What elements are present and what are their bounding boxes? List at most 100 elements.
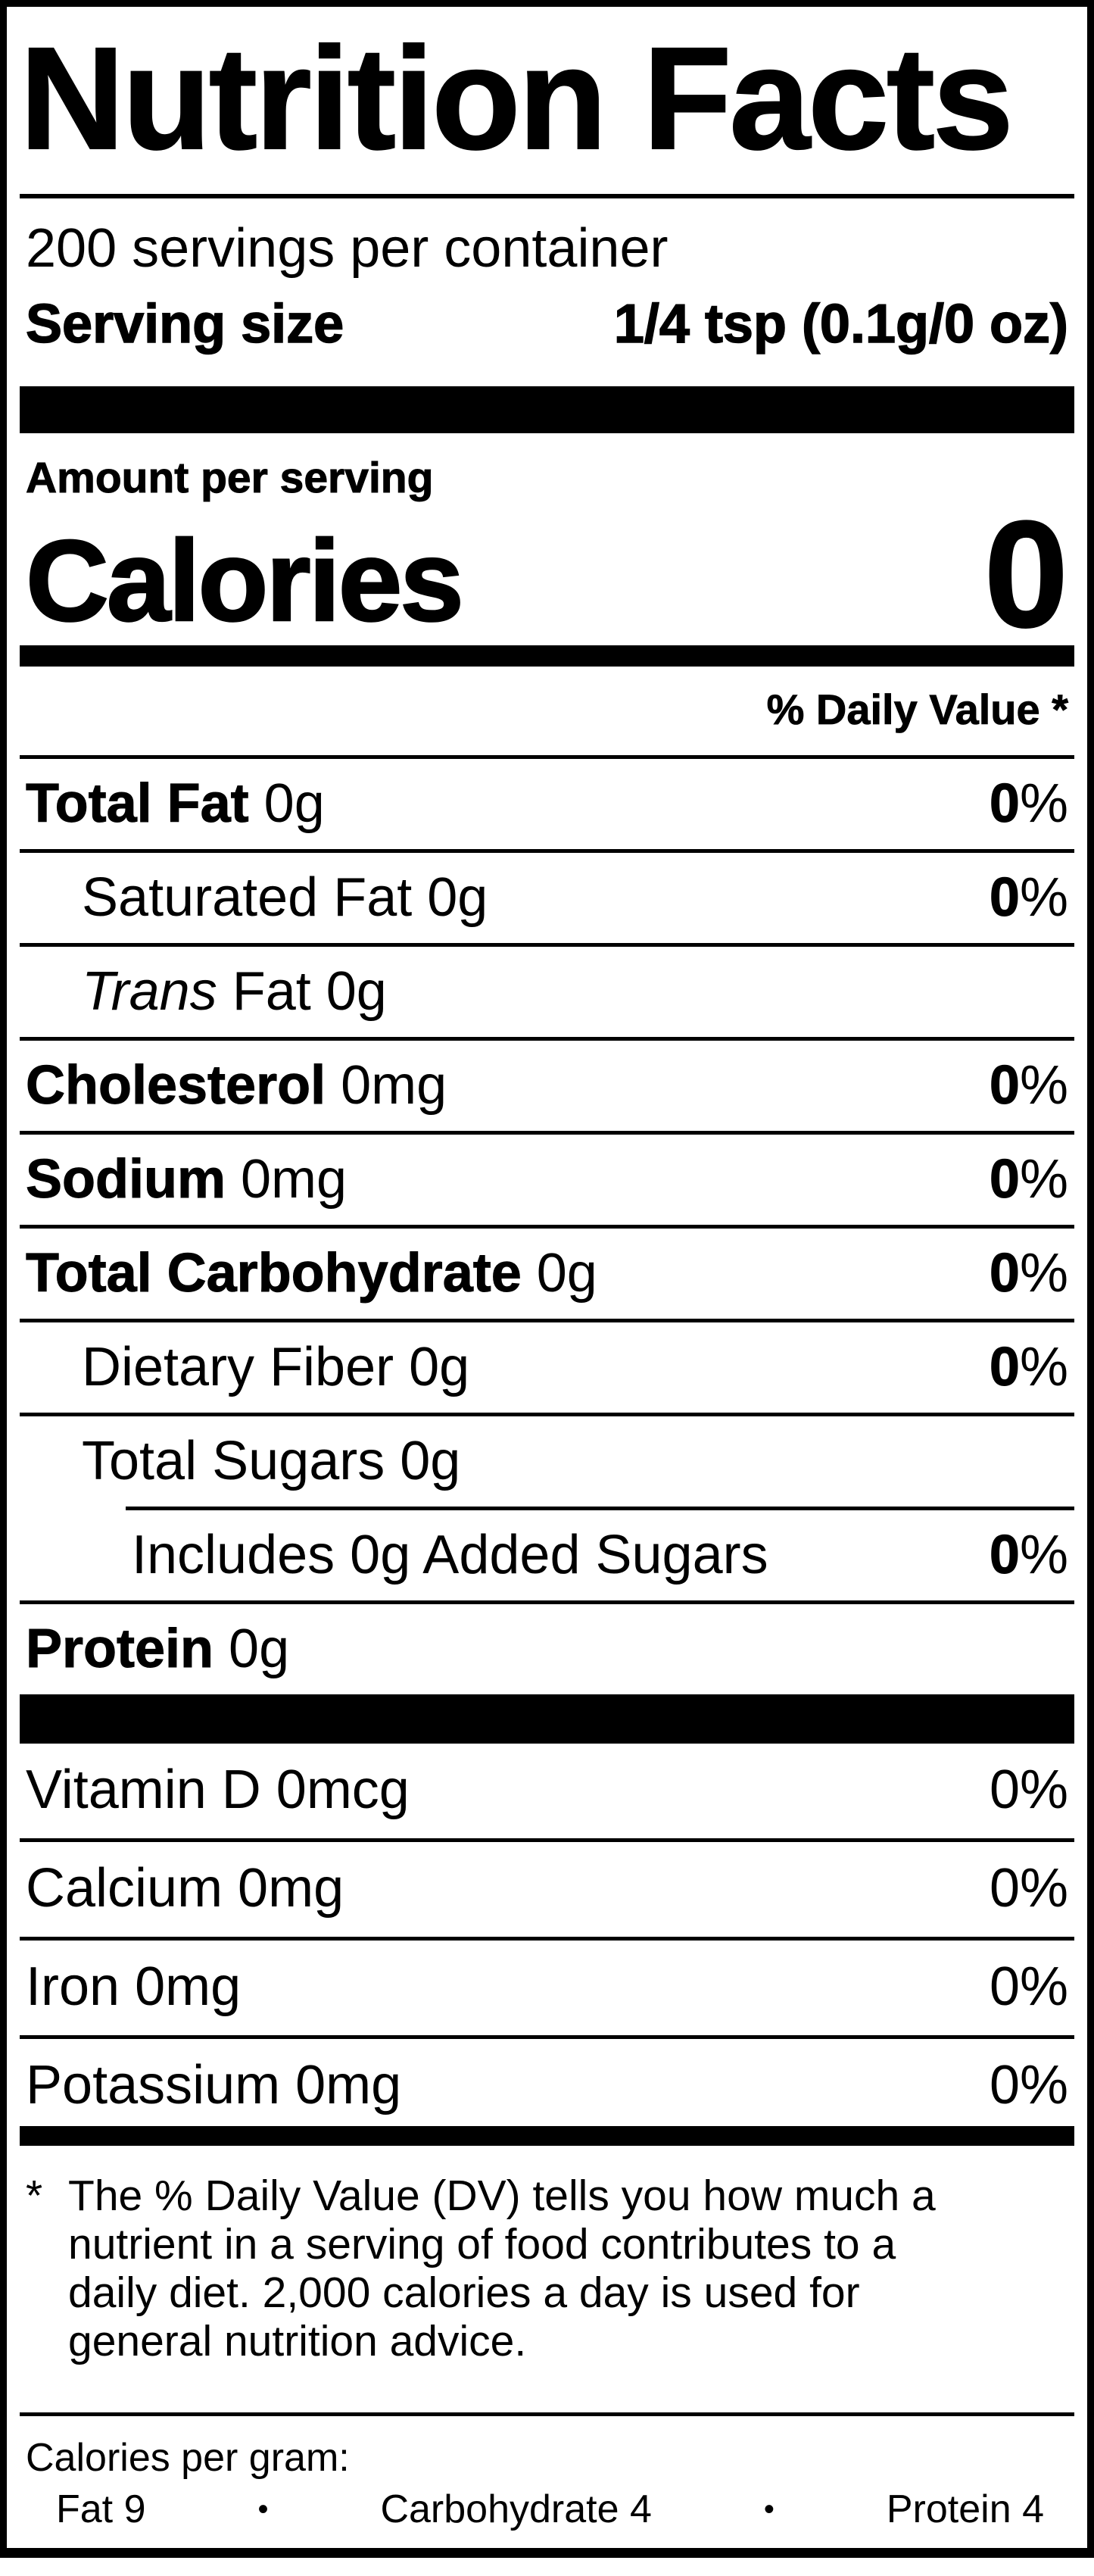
vitamin-name: Vitamin D 0mcg bbox=[26, 1759, 410, 1820]
servings-per-container: 200 servings per container bbox=[26, 218, 669, 279]
nutrient-row: Saturated Fat 0g 0% bbox=[20, 853, 1074, 947]
nutrient-name-bold: Total Carbohydrate bbox=[26, 1243, 522, 1304]
daily-value-number: 0 bbox=[989, 867, 1020, 928]
calories-per-gram-heading: Calories per gram: bbox=[26, 2436, 350, 2480]
section-bar-calories bbox=[20, 645, 1074, 667]
serving-size-value: 1/4 tsp (0.1g/0 oz) bbox=[613, 293, 1069, 355]
footnote-line: general nutrition advice. bbox=[68, 2317, 527, 2365]
vitamin-name: Calcium 0mg bbox=[26, 1858, 344, 1919]
nutrient-name: Total Sugars 0g bbox=[26, 1432, 460, 1491]
nutrient-rows: Total Fat 0g 0% Saturated Fat 0g 0% Tran… bbox=[20, 759, 1074, 1694]
nutrient-name: Total Fat 0g bbox=[26, 773, 325, 834]
nutrient-name-regular: 0g bbox=[214, 1619, 290, 1679]
daily-value-footnote: * The % Daily Value (DV) tells you how m… bbox=[20, 2146, 1074, 2365]
nutrient-name: Includes 0g Added Sugars bbox=[26, 1526, 768, 1585]
nutrient-name-regular: Saturated Fat 0g bbox=[82, 867, 488, 928]
nutrient-row: Protein 0g bbox=[20, 1604, 1074, 1694]
vitamin-name: Potassium 0mg bbox=[26, 2055, 402, 2115]
nutrient-name: Dietary Fiber 0g bbox=[26, 1338, 469, 1397]
nutrient-name-bold: Cholesterol bbox=[25, 1055, 326, 1116]
daily-value-percent-sign: % bbox=[1019, 1055, 1068, 1116]
nutrient-name-regular: 0mg bbox=[226, 1149, 348, 1210]
daily-value-number: 0 bbox=[989, 1337, 1020, 1397]
nutrient-name-regular: 0g bbox=[248, 773, 325, 834]
label-title: Nutrition Facts bbox=[19, 17, 1015, 180]
nutrient-name: Trans Fat 0g bbox=[26, 963, 387, 1021]
nutrient-daily-value: 0% bbox=[989, 1337, 1068, 1397]
vitamin-daily-value: 0% bbox=[989, 1956, 1068, 2017]
nutrient-name-regular: 0g bbox=[521, 1243, 597, 1304]
nutrient-name: Cholesterol 0mg bbox=[25, 1055, 447, 1116]
daily-value-number: 0 bbox=[989, 1525, 1020, 1585]
daily-value-header: % Daily Value * bbox=[20, 667, 1074, 759]
nutrient-name: Saturated Fat 0g bbox=[26, 869, 488, 927]
vitamin-daily-value: 0% bbox=[989, 1858, 1068, 1919]
section-bar-top bbox=[20, 386, 1074, 433]
footnote-asterisk: * bbox=[26, 2172, 43, 2220]
nutrient-row: Dietary Fiber 0g 0% bbox=[20, 1322, 1074, 1416]
nutrient-daily-value: 0% bbox=[989, 1525, 1068, 1585]
nutrient-name-regular: Includes 0g Added Sugars bbox=[132, 1525, 768, 1585]
nutrient-name-regular: Total Sugars 0g bbox=[82, 1431, 461, 1491]
section-bar-vitamins bbox=[20, 2126, 1074, 2146]
nutrient-row: Total Sugars 0g bbox=[20, 1416, 1074, 1507]
title-divider bbox=[20, 194, 1074, 198]
nutrient-name: Total Carbohydrate 0g bbox=[26, 1244, 597, 1303]
nutrient-name-bold: Sodium bbox=[26, 1149, 226, 1210]
daily-value-percent-sign: % bbox=[1019, 1525, 1068, 1585]
nutrient-row: Sodium 0mg 0% bbox=[20, 1135, 1074, 1229]
vitamin-rows: Vitamin D 0mcg 0% Calcium 0mg 0% Iron 0m… bbox=[20, 1744, 1074, 2126]
calories-per-gram-item: Fat 9 bbox=[56, 2487, 146, 2531]
vitamin-daily-value: 0% bbox=[989, 1759, 1068, 1820]
vitamin-row: Iron 0mg 0% bbox=[20, 1941, 1074, 2039]
nutrient-daily-value: 0% bbox=[989, 1243, 1068, 1304]
nutrient-row: Trans Fat 0g bbox=[20, 947, 1074, 1041]
vitamin-row: Calcium 0mg 0% bbox=[20, 1842, 1074, 1941]
nutrient-row: Total Fat 0g 0% bbox=[20, 759, 1074, 853]
nutrient-row: Includes 0g Added Sugars 0% bbox=[20, 1507, 1074, 1604]
nutrient-name-bold: Protein bbox=[25, 1619, 214, 1679]
daily-value-percent-sign: % bbox=[1019, 1243, 1068, 1304]
daily-value-percent-sign: % bbox=[1019, 1337, 1068, 1397]
nutrient-name: Sodium 0mg bbox=[26, 1149, 348, 1210]
nutrient-row: Cholesterol 0mg 0% bbox=[20, 1041, 1074, 1135]
bullet-separator: • bbox=[257, 2493, 269, 2526]
calories-per-gram-items: Fat 9 • Carbohydrate 4 • Protein 4 bbox=[20, 2487, 1074, 2531]
vitamin-row: Vitamin D 0mcg 0% bbox=[20, 1744, 1074, 1842]
amount-per-serving: Amount per serving bbox=[26, 454, 434, 503]
vitamin-row: Potassium 0mg 0% bbox=[20, 2039, 1074, 2126]
nutrient-name: Protein 0g bbox=[25, 1619, 290, 1679]
calories-label: Calories bbox=[25, 516, 465, 645]
daily-value-number: 0 bbox=[989, 1055, 1020, 1116]
footnote-line: daily diet. 2,000 calories a day is used… bbox=[68, 2268, 860, 2317]
nutrient-daily-value: 0% bbox=[989, 773, 1068, 834]
nutrient-name-italic: Trans bbox=[82, 961, 217, 1022]
bullet-separator: • bbox=[763, 2493, 775, 2526]
nutrient-daily-value: 0% bbox=[989, 1149, 1068, 1210]
section-bar-protein bbox=[20, 1694, 1074, 1744]
calories-per-gram-item: Carbohydrate 4 bbox=[380, 2487, 652, 2531]
daily-value-percent-sign: % bbox=[1019, 867, 1068, 928]
nutrient-name-bold: Total Fat bbox=[26, 773, 250, 834]
daily-value-number: 0 bbox=[989, 1149, 1020, 1210]
vitamin-name: Iron 0mg bbox=[26, 1956, 242, 2017]
daily-value-percent-sign: % bbox=[1019, 1149, 1068, 1210]
nutrient-name-regular: Dietary Fiber 0g bbox=[82, 1337, 470, 1397]
calories-value: 0 bbox=[983, 490, 1069, 659]
calories-per-gram-item: Protein 4 bbox=[886, 2487, 1044, 2531]
nutrient-name-regular: Fat 0g bbox=[217, 961, 387, 1022]
nutrient-daily-value: 0% bbox=[989, 1055, 1068, 1116]
calories-row: Calories 0 bbox=[20, 490, 1074, 659]
daily-value-number: 0 bbox=[989, 773, 1020, 834]
footnote-line: The % Daily Value (DV) tells you how muc… bbox=[68, 2172, 936, 2220]
daily-value-number: 0 bbox=[989, 1243, 1020, 1304]
footnote-divider bbox=[20, 2412, 1074, 2416]
vitamin-daily-value: 0% bbox=[989, 2055, 1068, 2115]
serving-size-label: Serving size bbox=[25, 293, 344, 355]
nutrient-name-regular: 0mg bbox=[326, 1055, 447, 1116]
footnote-line: nutrient in a serving of food contribute… bbox=[68, 2220, 896, 2268]
serving-size-row: Serving size 1/4 tsp (0.1g/0 oz) bbox=[20, 280, 1074, 356]
daily-value-percent-sign: % bbox=[1019, 773, 1068, 834]
